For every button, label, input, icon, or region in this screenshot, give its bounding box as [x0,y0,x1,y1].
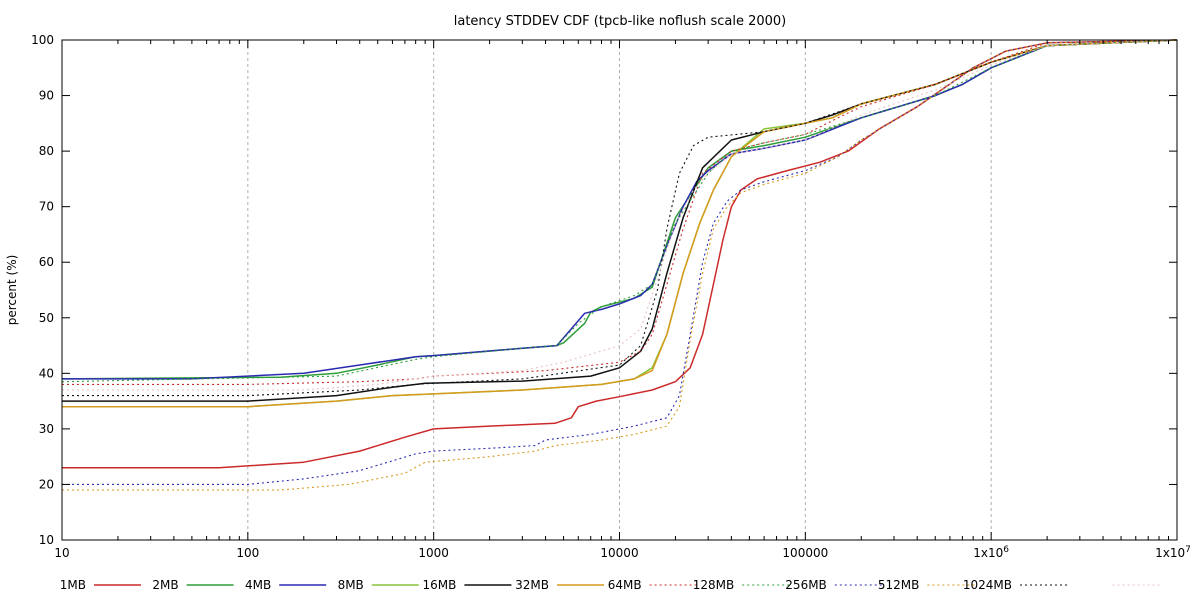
grid-layer [247,40,992,540]
y-tick-label-4: 50 [39,311,54,325]
x-tick-label-exponent-6: 7 [1185,545,1191,555]
legend-label-2MB: 2MB [152,578,178,592]
x-tick-label-4: 100000 [782,546,828,560]
y-tick-label-3: 40 [39,366,54,380]
x-tick-label-2: 1000 [418,546,449,560]
legend-label-4MB: 4MB [245,578,271,592]
y-tick-label-7: 80 [39,144,54,158]
y-tick-label-0: 10 [39,533,54,547]
y-tick-label-1: 20 [39,477,54,491]
y-tick-label-6: 70 [39,200,54,214]
x-tick-label-0: 10 [54,546,69,560]
series-line-32MB [62,39,1178,408]
legend-label-16MB: 16MB [423,578,457,592]
tick-layer: 10 100 1000 10000 100000 1x106 1x107 10 20 30 40 50… [31,33,1191,560]
y-axis-label: percent (%) [5,255,19,326]
series-line-1MB [62,39,1178,469]
x-tick-label-1: 100 [236,546,259,560]
legend-label-32MB: 32MB [515,578,549,592]
legend-label-256MB: 256MB [785,578,827,592]
legend-label-1MB: 1MB [60,578,86,592]
legend-label-8MB: 8MB [338,578,364,592]
legend: 1MB 2MB 4MB 8MB 16MB 32MB 64MB 128MB 256MB 512MB 1… [60,578,1160,592]
series-line-64MB [62,39,1178,385]
x-tick-label-6: 1x107 [1155,545,1191,560]
y-tick-label-8: 90 [39,89,54,103]
series-line-128MB [61,39,1178,383]
series-layer [61,39,1178,491]
y-tick-label-5: 60 [39,255,54,269]
series-line-1024MB [62,39,1178,397]
x-tick-label-3: 10000 [600,546,638,560]
y-tick-label-2: 30 [39,422,54,436]
legend-label-1024MB: 1024MB [963,578,1012,592]
legend-label-512MB: 512MB [878,578,920,592]
legend-label-64MB: 64MB [608,578,642,592]
x-tick-label-exponent-5: 6 [1003,545,1009,555]
y-tick-label-9: 100 [31,33,54,47]
legend-label-128MB: 128MB [693,578,735,592]
x-tick-label-5: 1x106 [973,545,1009,560]
series-line-unnamed-11 [62,39,1178,391]
series-line-512MB [62,39,1178,491]
chart-title: latency STDDEV CDF (tpcb-like noflush sc… [454,14,787,29]
